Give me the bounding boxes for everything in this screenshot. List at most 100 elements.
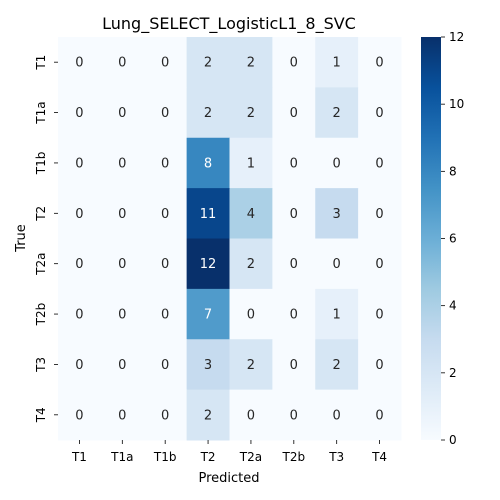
y-axis-ticks: T1 T1a T1b T2 T2a T2b T3 T4 [34, 55, 58, 423]
cell-value-r2-c2: 0 [161, 156, 169, 171]
heatmap-cell-r2-c2 [143, 137, 188, 189]
heatmap-cell-r2-c6 [315, 137, 359, 189]
cell-value-r0-c0: 0 [75, 56, 83, 71]
cell-value-r4-c3: 12 [200, 257, 217, 272]
cell-value-r5-c0: 0 [75, 308, 83, 323]
heatmap-cell-r0-c3 [186, 37, 230, 88]
heatmap-cell-r2-c5 [272, 137, 316, 189]
heatmap-cell-r1-c3 [186, 87, 230, 139]
cell-value-r2-c7: 0 [375, 156, 383, 171]
chart-title: Lung_SELECT_LogisticL1_8_SVC [102, 14, 356, 34]
heatmap-cell-r0-c7 [358, 37, 402, 88]
cell-value-r0-c2: 0 [161, 56, 169, 71]
cell-value-r4-c4: 2 [247, 257, 255, 272]
colorbar-gradient [421, 37, 441, 440]
cell-value-r3-c4: 4 [247, 207, 255, 222]
cell-value-r4-c7: 0 [375, 257, 383, 272]
y-tick-label-3: T2 [34, 206, 48, 222]
heatmap-cell-r1-c0 [58, 87, 102, 139]
x-tick-label-0: T1 [71, 450, 87, 464]
heatmap-cell-r3-c4 [229, 188, 273, 239]
heatmap-cell-r1-c2 [143, 87, 188, 139]
cell-value-r6-c2: 0 [161, 358, 169, 373]
heatmap-cell-r5-c7 [358, 288, 402, 340]
heatmap-cell-r2-c3 [186, 137, 230, 189]
cell-value-r3-c0: 0 [75, 207, 83, 222]
heatmap-cell-r2-c1 [100, 137, 145, 189]
cell-value-r5-c2: 0 [161, 308, 169, 323]
y-tick-label-7: T4 [34, 407, 48, 423]
cell-value-r6-c7: 0 [375, 358, 383, 373]
cell-value-r5-c3: 7 [204, 308, 212, 323]
cell-value-r6-c0: 0 [75, 358, 83, 373]
cell-value-r7-c0: 0 [75, 408, 83, 423]
x-tick-label-7: T4 [371, 450, 387, 464]
heatmap-cell-r5-c5 [272, 288, 316, 340]
cell-value-r4-c5: 0 [290, 257, 298, 272]
heatmap-cells: 0 0 0 2 2 0 1 00 0 0 2 2 0 2 00 0 0 8 1 0 0 00 0 0 11 4 0 3 00 0 0 12 2 0… [58, 37, 402, 441]
y-tick-label-1: T1a [34, 101, 48, 124]
x-tick-label-6: T3 [328, 450, 344, 464]
cell-value-r1-c5: 0 [290, 106, 298, 121]
x-tick-label-3: T2 [200, 450, 216, 464]
x-tick-label-2: T1b [153, 450, 177, 464]
x-axis-ticks: T1 T1a T1b T2 T2a T2b T3 T4 [71, 440, 387, 464]
cell-value-r1-c2: 0 [161, 106, 169, 121]
heatmap-cell-r3-c1 [100, 188, 145, 239]
cell-value-r1-c0: 0 [75, 106, 83, 121]
colorbar-tick-label-3: 6 [449, 232, 457, 246]
cell-value-r3-c5: 0 [290, 207, 298, 222]
cell-value-r2-c5: 0 [290, 156, 298, 171]
heatmap-cell-r3-c5 [272, 188, 316, 239]
heatmap-cell-r1-c5 [272, 87, 316, 139]
x-axis-label: Predicted [198, 471, 259, 486]
cell-value-r2-c4: 1 [247, 156, 255, 171]
heatmap-cell-r4-c1 [100, 238, 145, 290]
cell-value-r3-c7: 0 [375, 207, 383, 222]
heatmap-cell-r7-c2 [143, 389, 188, 441]
cell-value-r7-c6: 0 [333, 408, 341, 423]
heatmap-cell-r6-c1 [100, 339, 145, 391]
heatmap-cell-r6-c5 [272, 339, 316, 391]
heatmap-cell-r3-c6 [315, 188, 359, 239]
heatmap-cell-r3-c3 [186, 188, 230, 239]
cell-value-r2-c6: 0 [333, 156, 341, 171]
cell-value-r0-c1: 0 [118, 56, 126, 71]
heatmap-cell-r5-c1 [100, 288, 145, 340]
cell-value-r1-c7: 0 [375, 106, 383, 121]
heatmap-cell-r1-c6 [315, 87, 359, 139]
cell-value-r0-c4: 2 [247, 56, 255, 71]
y-tick-label-6: T3 [34, 357, 48, 373]
cell-value-r3-c3: 11 [200, 207, 217, 222]
cell-value-r0-c5: 0 [290, 56, 298, 71]
heatmap-cell-r4-c4 [229, 238, 273, 290]
cell-value-r5-c1: 0 [118, 308, 126, 323]
heatmap-cell-r5-c3 [186, 288, 230, 340]
cell-value-r6-c5: 0 [290, 358, 298, 373]
heatmap-cell-r2-c0 [58, 137, 102, 189]
cell-value-r7-c5: 0 [290, 408, 298, 423]
heatmap-cell-r7-c3 [186, 389, 230, 441]
heatmap-cell-r1-c1 [100, 87, 145, 139]
heatmap-cell-r6-c6 [315, 339, 359, 391]
heatmap-cell-r7-c6 [315, 389, 359, 441]
y-tick-label-2: T1b [34, 152, 48, 176]
heatmap-cell-r0-c0 [58, 37, 102, 88]
heatmap-cell-r6-c7 [358, 339, 402, 391]
heatmap-cell-r0-c2 [143, 37, 188, 88]
heatmap-cell-r5-c0 [58, 288, 102, 340]
y-tick-label-5: T2b [34, 303, 48, 327]
heatmap-cell-r0-c6 [315, 37, 359, 88]
cell-value-r0-c7: 0 [375, 56, 383, 71]
heatmap-cell-r4-c2 [143, 238, 188, 290]
heatmap-cell-r0-c5 [272, 37, 316, 88]
heatmap-cell-r7-c5 [272, 389, 316, 441]
heatmap-cell-r7-c4 [229, 389, 273, 441]
heatmap-cell-r4-c3 [186, 238, 230, 290]
cell-value-r1-c6: 2 [333, 106, 341, 121]
cell-value-r5-c5: 0 [290, 308, 298, 323]
cell-value-r0-c3: 2 [204, 56, 212, 71]
heatmap-cell-r4-c7 [358, 238, 402, 290]
heatmap-cell-r7-c1 [100, 389, 145, 441]
heatmap-cell-r2-c7 [358, 137, 402, 189]
